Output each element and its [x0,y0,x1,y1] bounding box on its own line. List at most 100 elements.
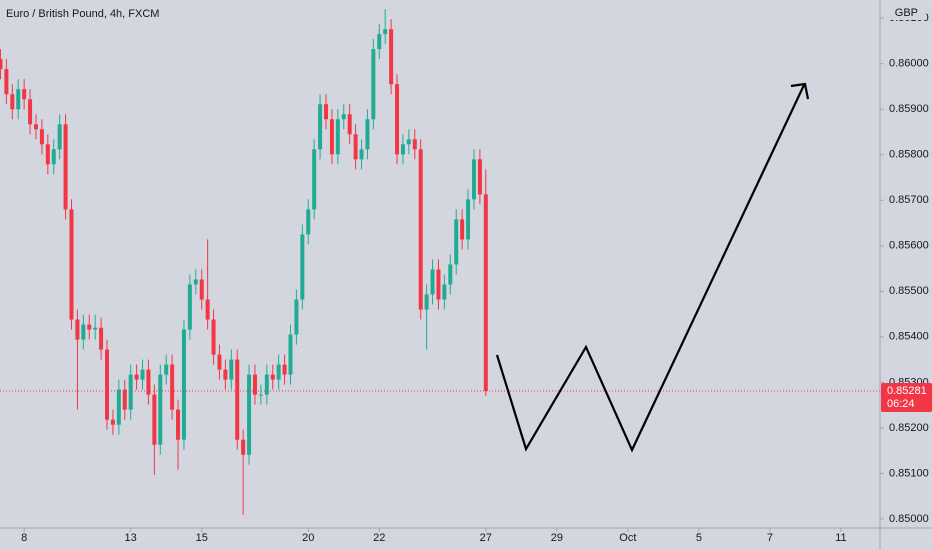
candle-body [359,149,364,160]
candle-body [400,144,405,155]
candle-body [93,327,98,330]
x-tick-label: 29 [551,532,563,544]
candle-body [22,89,27,100]
candle-body [483,194,488,391]
candle-body [99,327,104,350]
candle-body [341,114,346,120]
candle-body [134,374,139,380]
y-tick-label: 0.85500 [889,285,929,297]
axis-unit: GBP [895,7,918,19]
candle-body [187,284,192,330]
x-tick-label: 11 [835,532,846,544]
candle-body [258,394,263,396]
candle-body [10,94,15,110]
candle-body [477,159,482,195]
candle-body [235,359,240,440]
candle-body [51,149,56,165]
candle-body [383,29,388,35]
candle-body [270,374,275,380]
candle-body [324,104,329,120]
candle-body [276,364,281,380]
candle-body [75,319,80,340]
y-tick-label: 0.85900 [889,103,929,115]
y-tick-label: 0.85000 [889,513,929,525]
last-price-label: 0.85281 [887,385,927,397]
candle-body [294,299,299,335]
candle-body [87,324,92,330]
candle-body [347,114,352,135]
candle-body [4,69,9,95]
y-tick-label: 0.85200 [889,422,929,434]
candle-body [412,139,417,150]
candle-body [418,149,423,310]
x-tick-label: 22 [373,532,385,544]
candle-body [0,59,3,70]
candle-body [69,209,74,320]
candle-body [300,234,305,300]
candle-body [448,264,453,285]
x-tick-label: 15 [196,532,208,544]
candle-body [241,439,246,455]
candle-body [181,329,186,440]
candle-body [122,389,127,410]
y-tick-label: 0.85100 [889,467,929,479]
y-tick-label: 0.85600 [889,240,929,252]
candle-body [205,299,210,320]
candle-body [105,349,110,420]
candle-body [158,374,163,445]
candle-body [146,369,151,395]
y-tick-label: 0.86000 [889,58,929,70]
y-tick-label: 0.85400 [889,331,929,343]
candle-body [288,334,293,375]
candle-body [264,374,269,395]
x-tick-label: 13 [125,532,137,544]
candle-body [211,319,216,355]
y-tick-label: 0.85700 [889,194,929,206]
candle-body [170,364,175,410]
candle-body [199,279,204,300]
candle-body [406,139,411,145]
candle-body [39,129,44,145]
candle-body [33,124,38,130]
x-tick-label: Oct [619,532,636,544]
candle-body [140,369,145,380]
x-tick-label: 27 [480,532,492,544]
candle-body [353,134,358,160]
arrow-head [790,82,810,100]
candle-body [45,144,50,165]
candle-body [152,394,157,445]
candle-body [318,104,323,150]
candle-body [377,34,382,50]
candle-body [312,149,317,210]
candle-body [395,84,400,155]
candle-body [63,124,68,210]
candle-body [81,324,86,340]
candle-body [110,419,115,425]
candle-body [442,284,447,300]
candle-body [389,29,394,85]
candle-body [193,279,198,285]
countdown-label: 06:24 [887,398,915,410]
candle-body [57,124,62,150]
drawn-forecast-path [495,84,805,453]
candle-body [128,374,133,410]
candle-body [252,374,257,395]
candle-body [466,199,471,240]
axis-unit-bg [886,4,926,20]
y-tick-label: 0.85800 [889,149,929,161]
candle-body [424,294,429,310]
candle-body [282,364,287,375]
x-tick-label: 20 [302,532,314,544]
candle-body [223,369,228,380]
x-tick-label: 7 [767,532,773,544]
candle-body [16,89,21,110]
candle-body [306,209,311,235]
candle-body [454,219,459,265]
candle-body [371,49,376,120]
last-price-badge [881,382,932,412]
candle-body [28,99,33,125]
candle-body [436,269,441,300]
candle-body [335,119,340,155]
